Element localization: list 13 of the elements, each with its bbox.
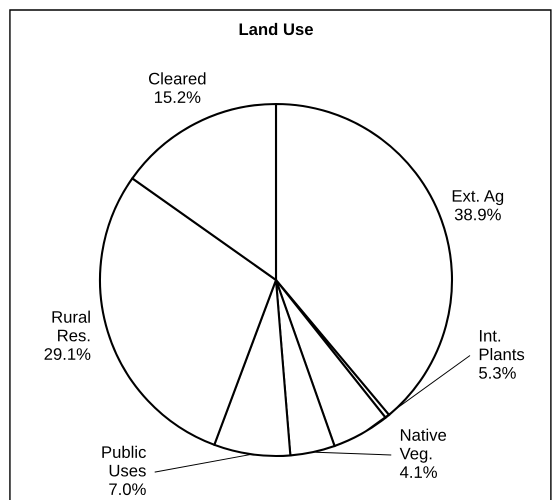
slice-label: Ext. Ag [452, 190, 504, 206]
slice-label: Native Veg. [400, 428, 446, 463]
data-label: 7.0% [109, 483, 146, 496]
slice-label: Public Uses [102, 446, 146, 477]
data-label: 29.1% [44, 348, 90, 360]
data-label: 4.1% [400, 466, 437, 478]
data-label: 15.2% [154, 91, 200, 104]
slice-label: Cleared [148, 72, 206, 84]
slice-label: Int. Plants [480, 330, 524, 360]
data-label: 38.9% [454, 208, 501, 220]
slice-label: Rural Res. [52, 310, 90, 342]
chart-title: Land Use [240, 22, 313, 36]
data-label: 5.3% [479, 366, 516, 379]
